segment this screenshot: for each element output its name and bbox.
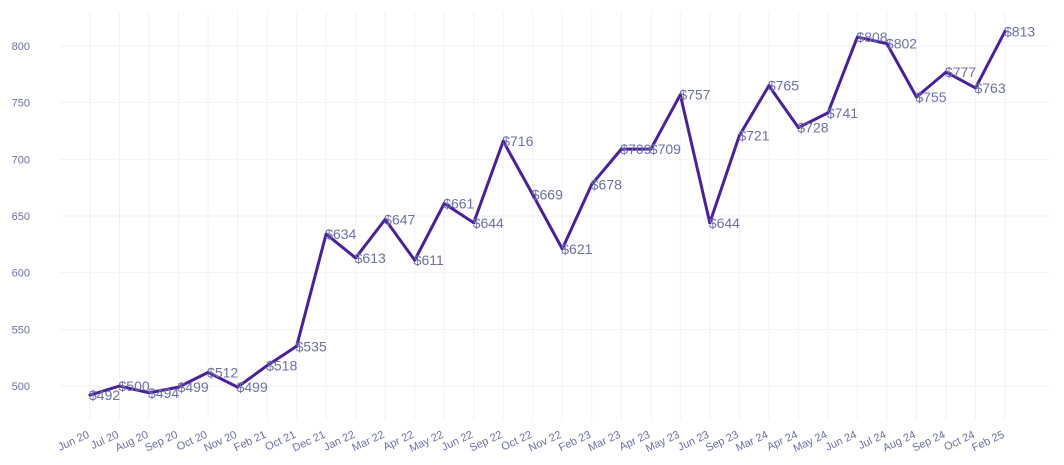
data-point [147, 391, 151, 395]
data-label: $634 [325, 226, 356, 242]
data-label: $802 [886, 36, 917, 52]
data-point [177, 385, 181, 389]
data-point [737, 134, 741, 138]
data-label: $661 [443, 196, 474, 212]
data-point [973, 86, 977, 90]
data-label: $499 [178, 379, 209, 395]
data-label: $644 [709, 215, 740, 231]
x-tick-label: Mar 24 [734, 429, 770, 454]
y-tick-label: 700 [12, 154, 30, 166]
data-point [708, 221, 712, 225]
data-label: $512 [207, 364, 238, 380]
data-label: $535 [296, 338, 327, 354]
y-tick-label: 600 [12, 268, 30, 280]
data-point [944, 70, 948, 74]
data-label: $709 [620, 141, 651, 157]
data-point [88, 393, 92, 397]
x-tick-label: Nov 22 [527, 429, 564, 455]
data-point [914, 95, 918, 99]
x-tick-label: Jun 24 [824, 429, 859, 454]
data-point [236, 385, 240, 389]
data-point [885, 42, 889, 46]
x-tick-label: Feb 25 [970, 429, 1006, 454]
x-tick-label: Sep 22 [468, 429, 505, 455]
data-point [472, 221, 476, 225]
x-tick-label: Mar 22 [350, 429, 386, 454]
data-label: $678 [591, 176, 622, 192]
x-tick-label: Jan 22 [322, 429, 357, 454]
data-point [531, 192, 535, 196]
data-label: $518 [266, 358, 297, 374]
x-tick-label: Sep 20 [143, 429, 180, 455]
data-point [295, 344, 299, 348]
x-tick-label: Feb 21 [232, 429, 268, 454]
data-point [560, 247, 564, 251]
data-label: $716 [502, 133, 533, 149]
data-label: $728 [797, 120, 828, 136]
data-point [619, 147, 623, 151]
data-point [354, 256, 358, 260]
data-point [826, 111, 830, 115]
data-point [383, 217, 387, 221]
data-labels: $492$500$494$499$512$499$518$535$634$613… [89, 23, 1035, 403]
x-tick-label: Aug 24 [881, 429, 918, 455]
data-label: $492 [89, 387, 120, 403]
data-point [678, 93, 682, 97]
data-point [265, 364, 269, 368]
data-label: $669 [532, 186, 563, 202]
data-label: $757 [679, 87, 710, 103]
x-tick-label: Feb 23 [557, 429, 593, 454]
data-label: $721 [738, 128, 769, 144]
data-label: $765 [768, 78, 799, 94]
x-tick-label: Jun 20 [56, 429, 91, 454]
data-label: $813 [1004, 23, 1035, 39]
x-tick-label: Sep 23 [704, 429, 741, 455]
x-tick-label: Mar 23 [586, 429, 622, 454]
y-axis-ticks: 500 550 600 650 700 750 800 [12, 41, 30, 393]
grid [60, 12, 1050, 420]
data-label: $621 [561, 241, 592, 257]
data-label: $611 [414, 252, 444, 268]
data-label: $763 [974, 80, 1005, 96]
data-point [796, 126, 800, 130]
x-tick-label: Sep 24 [911, 429, 948, 455]
data-label: $777 [945, 64, 976, 80]
data-label: $499 [237, 379, 268, 395]
data-label: $808 [856, 29, 887, 45]
data-point [413, 258, 417, 262]
y-tick-label: 500 [12, 381, 30, 393]
data-label: $741 [827, 105, 858, 121]
data-point [767, 84, 771, 88]
y-tick-label: 550 [12, 324, 30, 336]
series-layer [88, 29, 1007, 397]
data-point [118, 384, 122, 388]
data-point [1003, 29, 1007, 33]
x-tick-label: Dec 21 [291, 429, 328, 455]
data-point [442, 202, 446, 206]
data-point [590, 182, 594, 186]
data-point [206, 370, 210, 374]
x-tick-label: Nov 20 [202, 429, 239, 455]
data-label: $755 [915, 89, 946, 105]
data-point [855, 35, 859, 39]
y-tick-label: 650 [12, 211, 30, 223]
data-point [324, 232, 328, 236]
data-label: $500 [119, 378, 150, 394]
x-tick-label: Oct 24 [942, 429, 976, 454]
data-point [501, 139, 505, 143]
x-tick-label: Aug 20 [114, 429, 151, 455]
data-point [649, 147, 653, 151]
data-label: $613 [355, 250, 386, 266]
data-label: $494 [148, 385, 179, 401]
data-label: $644 [473, 215, 504, 231]
series-line [88, 29, 1007, 397]
y-tick-label: 750 [12, 98, 30, 110]
y-tick-label: 800 [12, 41, 30, 53]
data-label: $709 [650, 141, 681, 157]
data-label: $647 [384, 211, 415, 227]
